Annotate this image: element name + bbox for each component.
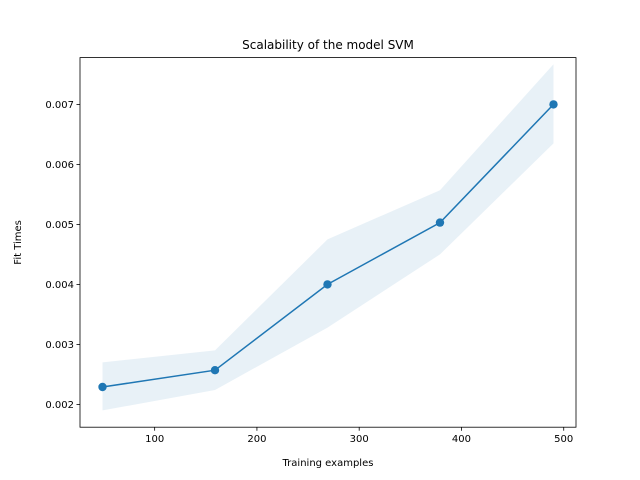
y-tick-label: 0.005 (45, 220, 74, 231)
x-tick-label: 500 (554, 434, 573, 445)
data-point (210, 366, 220, 375)
y-axis: 0.002 0.003 0.004 0.005 0.006 0.007 (45, 100, 80, 411)
y-tick-label: 0.006 (45, 160, 74, 171)
data-point (435, 218, 445, 227)
y-tick-label: 0.003 (45, 340, 74, 351)
plot-area (98, 64, 558, 411)
y-tick-label: 0.004 (45, 280, 74, 291)
data-point (323, 280, 332, 289)
y-tick-label: 0.007 (45, 100, 74, 111)
x-tick-label: 300 (350, 434, 369, 445)
x-tick-label: 200 (247, 434, 266, 445)
data-point (98, 382, 107, 392)
x-tick-label: 100 (145, 434, 164, 445)
y-axis-label: Fit Times (13, 220, 24, 265)
fit-time-std-band (102, 64, 554, 411)
y-tick-label: 0.002 (45, 400, 74, 411)
x-axis: 100 200 300 400 500 (145, 427, 573, 445)
plot-frame (79, 57, 577, 428)
chart-title: Scalability of the model SVM (242, 38, 414, 52)
data-point (549, 100, 558, 109)
x-tick-label: 400 (452, 434, 471, 445)
x-axis-label: Training examples (282, 458, 374, 469)
